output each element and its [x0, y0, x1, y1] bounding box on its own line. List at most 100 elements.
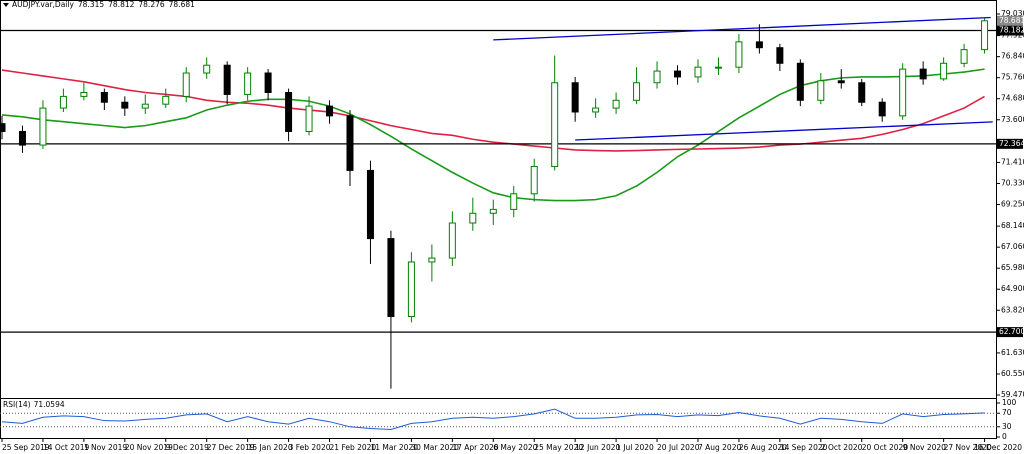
- chart-header: AUDJPY.var,Daily 78.315 78.812 78.276 78.681: [12, 0, 195, 9]
- y-tick-label: 60.550: [1001, 369, 1024, 378]
- x-tick-label: 27 Dec 2019: [207, 443, 255, 452]
- x-tick-label: 2 Oct 2020: [821, 443, 863, 452]
- candle-body: [530, 166, 538, 195]
- frame: [0, 0, 997, 439]
- candle-body: [428, 257, 436, 263]
- level-label: 62.700: [999, 327, 1024, 336]
- candle-body: [80, 91, 88, 97]
- x-tick-label: 1 Jul 2020: [616, 443, 654, 452]
- candle-body: [858, 82, 866, 103]
- rsi-tick-label: 0: [1002, 432, 1007, 441]
- candle-body: [960, 49, 968, 64]
- rsi-value: 71.0594: [34, 400, 65, 409]
- y-tick-label: 65.980: [1001, 263, 1024, 272]
- level-label-box: [997, 327, 1023, 338]
- candle-body: [817, 80, 825, 101]
- symbol-title: AUDJPY.var,Daily: [12, 0, 74, 9]
- candle-body: [305, 105, 313, 132]
- y-tick-label: 74.680: [1001, 94, 1024, 103]
- x-tick-label: 7 Aug 2020: [698, 443, 741, 452]
- level-label-box: [997, 25, 1023, 36]
- x-tick-label: 27 Nov 2020: [944, 443, 992, 452]
- candle-body: [592, 107, 600, 113]
- rsi-tick-label: 100: [1002, 398, 1017, 407]
- level-label: 78.182: [999, 26, 1024, 35]
- candle-body: [837, 80, 845, 84]
- candle-body: [0, 123, 6, 132]
- level-label: 72.364: [999, 139, 1024, 148]
- x-tick-label: 1 Nov 2019: [84, 443, 127, 452]
- moving-average: [1, 68, 985, 202]
- candle-body: [264, 72, 272, 93]
- candle-body: [694, 66, 702, 78]
- ohlc-value: 78.681: [169, 0, 195, 9]
- x-tick-label: 16 Dec 2020: [974, 443, 1022, 452]
- last-price-label: 78.681: [999, 16, 1024, 25]
- x-tick-label: 15 Jan 2020: [248, 443, 293, 452]
- candle-body: [141, 103, 149, 109]
- ohlc-value: 78.315: [78, 0, 104, 9]
- x-tick-label: 14 Oct 2019: [43, 443, 90, 452]
- candle-body: [714, 66, 722, 69]
- ohlc-value: 78.812: [108, 0, 134, 9]
- candle-body: [203, 64, 211, 74]
- candle-body: [326, 105, 334, 117]
- y-tick-label: 70.330: [1001, 178, 1024, 187]
- candle-body: [59, 95, 67, 109]
- candle-body: [899, 68, 907, 117]
- candle-body: [223, 64, 231, 95]
- y-tick-label: 67.060: [1001, 242, 1024, 251]
- candle-body: [407, 261, 415, 318]
- x-tick-label: 20 Jul 2020: [657, 443, 700, 452]
- y-tick-label: 73.600: [1001, 115, 1024, 124]
- x-tick-label: 26 Aug 2020: [739, 443, 787, 452]
- x-tick-label: 3 Feb 2020: [289, 443, 331, 452]
- last-price-box: [997, 15, 1023, 26]
- candle-body: [121, 101, 129, 109]
- candle-body: [387, 238, 395, 318]
- candle-body: [100, 91, 108, 103]
- trendline: [493, 16, 991, 41]
- candle-body: [182, 72, 190, 97]
- x-tick-label: 17 Apr 2020: [452, 443, 499, 452]
- x-tick-label: 9 Dec 2019: [166, 443, 209, 452]
- y-tick-label: 76.840: [1001, 52, 1024, 61]
- x-tick-label: 11 Mar 2020: [370, 443, 418, 452]
- y-tick-label: 59.470: [1001, 390, 1024, 399]
- level-label-box: [997, 138, 1023, 149]
- candle-body: [346, 115, 354, 171]
- x-tick-label: 14 Sep 2020: [780, 443, 828, 452]
- candle-body: [940, 62, 948, 80]
- y-tick-label: 75.760: [1001, 73, 1024, 82]
- x-tick-label: 12 Jun 2020: [575, 443, 620, 452]
- x-tick-label: 21 Feb 2020: [330, 443, 377, 452]
- x-tick-label: 20 Nov 2019: [125, 443, 173, 452]
- candle-body: [653, 70, 661, 84]
- trendline: [575, 121, 993, 141]
- candle-body: [448, 222, 456, 259]
- candle-body: [285, 91, 293, 132]
- candle-body: [39, 107, 47, 146]
- candle-body: [244, 72, 252, 95]
- candle-body: [796, 62, 804, 101]
- candle-body: [674, 70, 682, 78]
- y-tick-label: 69.250: [1001, 200, 1024, 209]
- candle-body: [735, 41, 743, 68]
- candle-body: [878, 101, 886, 117]
- rsi-tick-label: 70: [1002, 408, 1012, 417]
- x-tick-label: 9 Nov 2020: [903, 443, 946, 452]
- candle-body: [551, 82, 559, 168]
- candle-body: [633, 82, 641, 101]
- candle-body: [489, 208, 497, 214]
- y-tick-label: 63.820: [1001, 305, 1024, 314]
- candle-body: [612, 99, 620, 109]
- x-tick-label: 25 Sep 2019: [2, 443, 50, 452]
- rsi-legend: RSI(14) 71.0594: [3, 400, 65, 409]
- rsi-line: [1, 408, 985, 431]
- y-tick-label: 71.410: [1001, 157, 1024, 166]
- candle-body: [755, 41, 763, 49]
- x-tick-label: 6 May 2020: [493, 443, 537, 452]
- x-tick-label: 20 Oct 2020: [862, 443, 909, 452]
- candle-body: [919, 68, 927, 80]
